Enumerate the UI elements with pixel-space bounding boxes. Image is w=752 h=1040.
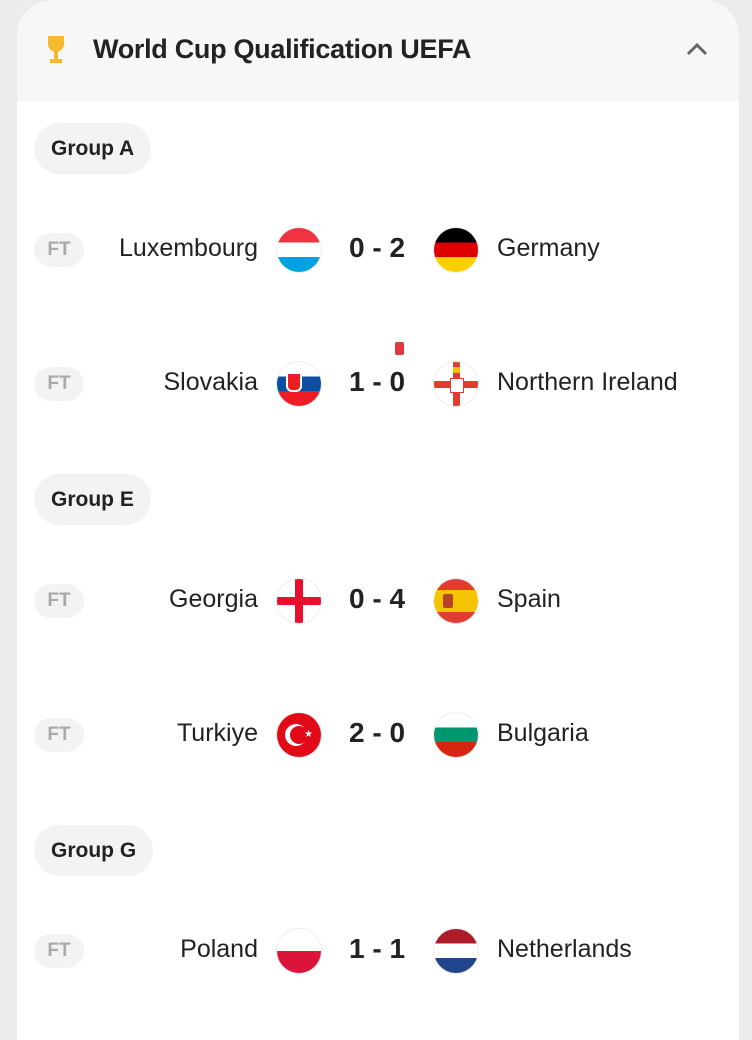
score: 0 - 2 <box>348 232 406 263</box>
away-team: Bulgaria <box>497 719 589 747</box>
home-team: Poland <box>180 935 258 963</box>
group-label: Group E <box>34 474 151 525</box>
status-badge: FT <box>34 934 84 968</box>
status-badge: FT <box>34 233 84 267</box>
score: 1 - 1 <box>348 933 406 964</box>
georgia-flag-icon <box>277 579 321 623</box>
home-team: Turkiye <box>176 719 258 747</box>
slovakia-flag-icon <box>277 362 321 406</box>
group-label: Group G <box>34 825 154 876</box>
luxembourg-flag-icon <box>277 228 321 272</box>
group-label: Group A <box>34 123 152 174</box>
match-row[interactable]: FT Georgia 0 - 4 Spain <box>17 571 739 631</box>
status-badge: FT <box>34 584 84 618</box>
home-team: Georgia <box>169 585 258 613</box>
score: 0 - 4 <box>348 583 406 614</box>
match-row[interactable]: FT Turkiye ★ 2 - 0 Bulgaria <box>17 705 739 765</box>
home-team: Luxembourg <box>119 234 258 262</box>
germany-flag-icon <box>434 228 478 272</box>
competition-card: World Cup Qualification UEFA Group A FT … <box>17 0 739 1040</box>
northern-ireland-flag-icon <box>434 362 478 406</box>
match-row[interactable]: FT Poland 1 - 1 Netherlands <box>17 921 739 981</box>
turkiye-flag-icon: ★ <box>277 713 321 757</box>
red-card-icon <box>395 342 404 355</box>
away-team: Spain <box>497 585 561 613</box>
chevron-up-icon[interactable] <box>685 40 709 58</box>
competition-title: World Cup Qualification UEFA <box>93 34 472 64</box>
status-badge: FT <box>34 367 84 401</box>
away-team: Germany <box>497 234 600 262</box>
match-row[interactable]: FT Slovakia 1 - 0 Northern Ireland <box>17 342 739 414</box>
score: 2 - 0 <box>348 717 406 748</box>
poland-flag-icon <box>277 929 321 973</box>
home-team: Slovakia <box>163 368 259 396</box>
competition-header[interactable]: World Cup Qualification UEFA <box>17 0 739 101</box>
match-row[interactable]: FT Luxembourg 0 - 2 Germany <box>17 220 739 280</box>
trophy-icon <box>48 36 64 63</box>
spain-flag-icon <box>434 579 478 623</box>
away-team: Northern Ireland <box>497 368 678 396</box>
score: 1 - 0 <box>348 366 406 397</box>
bulgaria-flag-icon <box>434 713 478 757</box>
away-team: Netherlands <box>497 935 632 963</box>
status-badge: FT <box>34 718 84 752</box>
netherlands-flag-icon <box>434 929 478 973</box>
